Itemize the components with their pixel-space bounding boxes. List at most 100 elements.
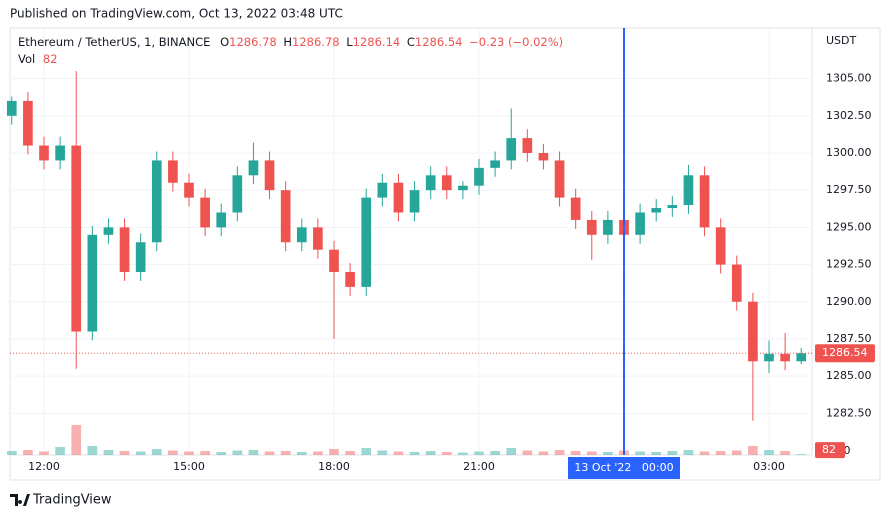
y-tick-label: 1285.00 xyxy=(826,369,872,382)
volume-bar xyxy=(23,450,33,455)
volume-bar xyxy=(200,451,210,455)
volume-bar xyxy=(280,451,291,455)
volume-bar xyxy=(248,450,259,455)
candle-body xyxy=(409,190,420,213)
candle-body xyxy=(764,353,774,362)
candle-body xyxy=(603,219,613,235)
crosshair-label: 13 Oct '22 00:00 xyxy=(574,461,673,474)
candle-body xyxy=(796,353,807,362)
volume-bar xyxy=(409,452,420,455)
candle-body xyxy=(264,160,275,191)
volume-header: Vol 82 xyxy=(18,52,58,66)
logo-icon xyxy=(10,494,30,506)
volume-bar xyxy=(474,451,484,455)
volume-bar xyxy=(71,425,82,455)
volume-bar xyxy=(39,451,49,455)
candle-body xyxy=(441,175,452,191)
candle-body xyxy=(474,167,484,186)
candle-body xyxy=(651,208,662,213)
ohlc-value: 1286.78 xyxy=(229,35,277,49)
candle-body xyxy=(103,227,114,235)
candle-body xyxy=(570,197,581,220)
candle-body xyxy=(699,175,710,228)
candle-body xyxy=(200,197,210,228)
volume-bar xyxy=(538,451,549,455)
volume-bar xyxy=(329,449,339,455)
candle-body xyxy=(280,190,291,243)
candle-body xyxy=(667,205,678,209)
volume-bar xyxy=(168,450,178,455)
candle-body xyxy=(296,227,307,243)
candle-body xyxy=(393,182,404,213)
ohlc-key: H xyxy=(283,35,292,49)
brand: TradingView xyxy=(32,493,112,508)
volume-bar xyxy=(135,451,146,455)
volume-bar xyxy=(667,451,678,455)
volume-bar xyxy=(377,450,388,455)
candle-body xyxy=(586,219,597,235)
change: −0.23 (−0.02%) xyxy=(469,35,563,49)
volume-bar xyxy=(586,451,597,455)
volume-bar xyxy=(554,450,565,455)
y-tick-label: 1282.50 xyxy=(826,406,872,419)
volume-bar xyxy=(87,446,98,455)
candle-body xyxy=(345,272,355,287)
candle-body xyxy=(216,212,227,228)
candle-body xyxy=(425,175,436,191)
volume-bar xyxy=(103,450,114,455)
ohlc-key: C xyxy=(407,35,415,49)
candle-body xyxy=(538,152,549,161)
candle-body xyxy=(6,100,17,116)
last-price-label: 1286.54 xyxy=(822,346,868,359)
candle-body xyxy=(683,175,694,206)
volume-bar xyxy=(603,452,613,455)
candle-body xyxy=(458,185,468,191)
x-tick-label: 18:00 xyxy=(318,460,350,473)
candle-body xyxy=(23,100,33,146)
brand-logo: TradingView xyxy=(10,493,112,508)
candle-body xyxy=(248,160,259,176)
candle-body xyxy=(490,160,500,168)
volume-bar xyxy=(764,450,774,455)
volume-bar xyxy=(651,452,662,455)
volume-bar xyxy=(345,451,355,455)
candle-body xyxy=(329,249,339,272)
candle-body xyxy=(55,145,65,161)
x-tick-label: 15:00 xyxy=(173,460,205,473)
volume-bar xyxy=(796,454,807,455)
y-tick-label: 1290.00 xyxy=(826,295,872,308)
last-price-badge xyxy=(815,344,875,363)
volume-bar xyxy=(264,451,275,455)
x-tick-label: 03:00 xyxy=(753,460,785,473)
volume-key: Vol xyxy=(18,52,35,66)
candle-body xyxy=(168,160,178,183)
y-tick-label: 1295.00 xyxy=(826,220,872,233)
candle-body xyxy=(748,301,758,362)
volume-bar xyxy=(393,451,404,455)
volume-bar xyxy=(490,451,500,455)
candle-body xyxy=(39,145,49,161)
volume-last-label: 82 xyxy=(822,443,836,456)
volume-bar xyxy=(216,452,227,455)
symbol-title: Ethereum / TetherUS, 1, BINANCE xyxy=(18,35,210,49)
volume-bar xyxy=(522,450,533,455)
candle-body xyxy=(635,212,645,235)
volume-bar xyxy=(361,448,372,455)
candle-body xyxy=(361,197,372,287)
volume-bar xyxy=(313,451,323,455)
crosshair-badge xyxy=(568,457,680,479)
ohlc-value: 1286.14 xyxy=(353,35,401,49)
candle-body xyxy=(184,182,194,198)
ohlc-key: L xyxy=(346,35,353,49)
volume-bar xyxy=(296,452,307,455)
volume-bar xyxy=(748,446,758,455)
volume-bar xyxy=(6,451,17,455)
x-tick-label: 21:00 xyxy=(463,460,495,473)
y-tick-label: 1297.50 xyxy=(826,183,872,196)
volume-bar xyxy=(441,452,452,455)
candle-body xyxy=(780,353,790,362)
volume-bar xyxy=(731,450,742,455)
candle-body xyxy=(313,227,323,250)
candle-body xyxy=(715,227,726,265)
